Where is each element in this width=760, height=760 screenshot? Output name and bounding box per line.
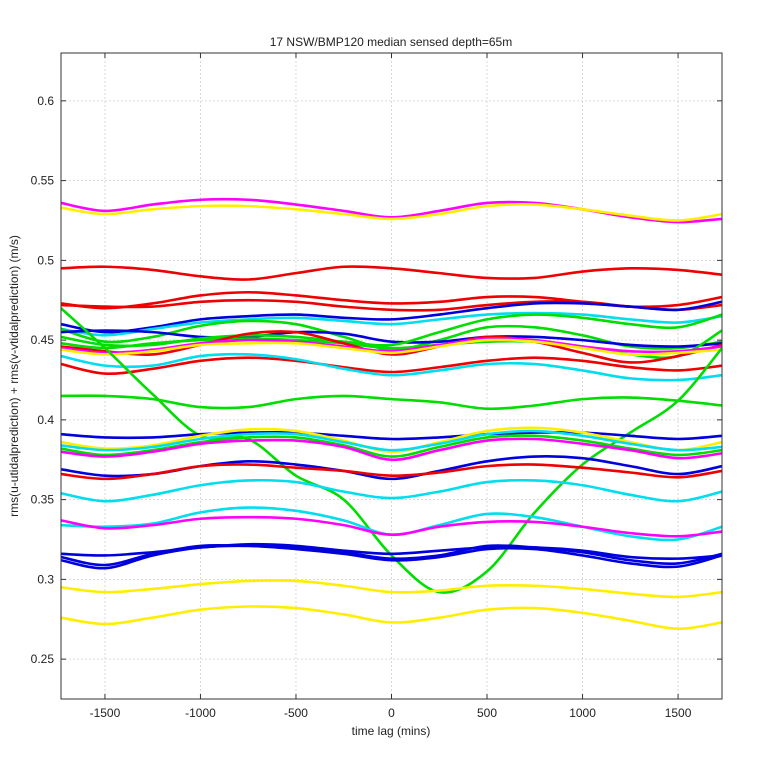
ticks: -1500 -1000 -500 0 500 1000 1500 0.25 0.3 0.35 0.4… [31,53,722,720]
series-line-30 [61,544,722,570]
y-tick-label: 0.55 [31,174,55,188]
series-layer [61,197,722,631]
series-line-20 [61,426,722,454]
series-line-25 [61,463,722,481]
series-line-26 [61,478,722,503]
y-axis-label: rms(u-utidalprediction) + rms(v-vtidalpr… [7,235,21,517]
series-line-22 [61,434,722,458]
series-line-31 [61,543,722,567]
y-tick-label: 0.5 [37,253,54,267]
x-axis-label: time lag (mins) [352,724,431,738]
series-line-15 [61,356,722,376]
series-line-16 [61,352,722,382]
y-tick-label: 0.3 [37,572,54,586]
x-tick-label: -1500 [90,706,121,720]
series-line-9 [61,329,722,348]
y-tick-label: 0.6 [37,94,54,108]
series-line-23 [61,437,722,462]
y-tick-label: 0.25 [31,652,55,666]
series-line-33 [61,605,722,631]
series-line-32 [61,579,722,599]
x-tick-label: 0 [388,706,395,720]
series-line-14 [61,338,722,356]
series-line-3 [61,265,722,281]
series-line-13 [61,336,722,355]
series-line-12 [61,330,722,364]
y-tick-label: 0.4 [37,413,54,427]
x-tick-label: -500 [284,706,308,720]
series-line-6 [61,300,722,334]
y-tick-label: 0.35 [31,493,55,507]
series-line-28 [61,515,722,538]
series-line-19 [61,431,722,441]
x-tick-label: 1500 [665,706,692,720]
series-line-2 [61,203,722,222]
series-line-21 [61,429,722,452]
series-line-18 [61,394,722,411]
x-tick-label: -1000 [185,706,216,720]
y-tick-label: 0.45 [31,333,55,347]
series-line-7 [61,311,722,337]
chart-title: 17 NSW/BMP120 median sensed depth=65m [270,35,512,49]
x-tick-label: 1000 [569,706,596,720]
x-tick-label: 500 [477,706,497,720]
